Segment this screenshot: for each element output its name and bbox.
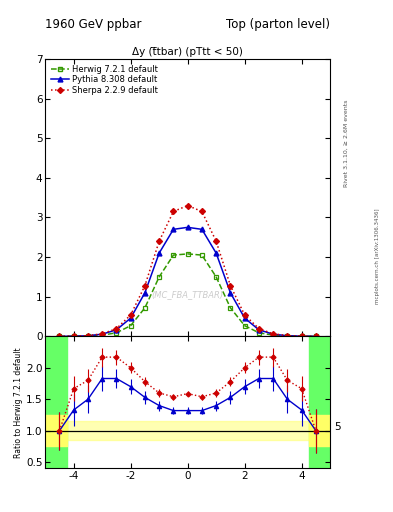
Text: 5: 5: [334, 422, 341, 432]
Text: mcplots.cern.ch [arXiv:1306.3436]: mcplots.cern.ch [arXiv:1306.3436]: [375, 208, 380, 304]
Legend: Herwig 7.2.1 default, Pythia 8.308 default, Sherpa 2.2.9 default: Herwig 7.2.1 default, Pythia 8.308 defau…: [50, 63, 160, 97]
Text: (MC_FBA_TTBAR): (MC_FBA_TTBAR): [152, 290, 224, 299]
Title: Δy (t̅tbar) (pTtt < 50): Δy (t̅tbar) (pTtt < 50): [132, 47, 243, 57]
Text: Rivet 3.1.10, ≥ 2.6M events: Rivet 3.1.10, ≥ 2.6M events: [344, 100, 349, 187]
Y-axis label: Ratio to Herwig 7.2.1 default: Ratio to Herwig 7.2.1 default: [14, 347, 23, 458]
Text: Top (parton level): Top (parton level): [226, 18, 330, 31]
Text: 1960 GeV ppbar: 1960 GeV ppbar: [45, 18, 142, 31]
